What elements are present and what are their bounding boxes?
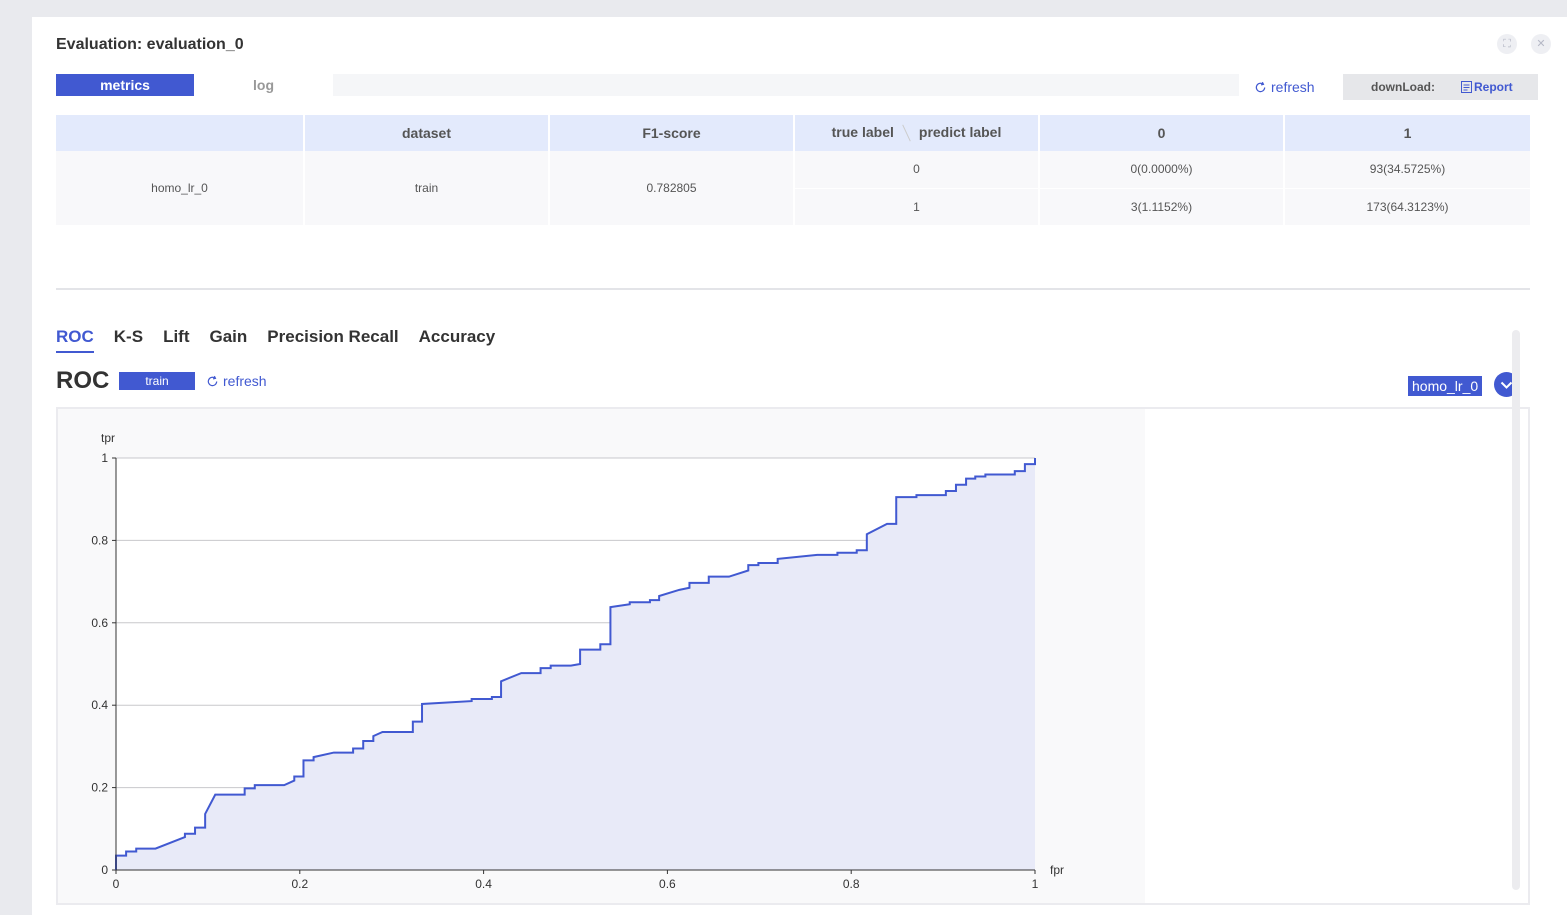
table-row: 1 3(1.1152%) 173(64.3123%): [56, 188, 1530, 226]
roc-chart: 0 0.2 0.4 0.6 0.8 1 0 0.2 0.4 0.6 0.8 1 tpr fpr: [91, 431, 1064, 891]
dataset-badge[interactable]: train: [119, 372, 195, 390]
cell-predict-0: 3(1.1152%): [1039, 188, 1285, 226]
roc-line: [115, 458, 1036, 870]
section-divider: [56, 288, 1530, 290]
document-icon: [1460, 81, 1472, 93]
refresh-icon: [207, 375, 218, 386]
cell-true-label: 1: [794, 188, 1040, 226]
curve-tab-precision-recall[interactable]: Precision Recall: [267, 327, 399, 346]
chart-container: 0 0.2 0.4 0.6 0.8 1 0 0.2 0.4 0.6 0.8 1 tpr fpr: [56, 407, 1530, 905]
y-tick-label: 0.4: [91, 698, 108, 712]
tab-log[interactable]: log: [194, 74, 333, 96]
tab-bar: metrics log: [56, 74, 1239, 96]
slash-divider: [902, 124, 911, 142]
cell-predict-1: 173(64.3123%): [1284, 188, 1530, 226]
cell-dataset: train: [304, 151, 550, 226]
y-tick-label: 0: [101, 863, 108, 877]
x-tick-label: 0.8: [843, 877, 860, 891]
y-tick-label: 0.8: [91, 533, 108, 547]
cell-predict-1: 93(34.5725%): [1284, 151, 1530, 189]
curve-tab-lift[interactable]: Lift: [163, 327, 190, 346]
refresh-label: refresh: [1271, 79, 1315, 95]
header-predict-label: predict label: [918, 123, 1002, 140]
y-axis-label: tpr: [101, 431, 115, 445]
x-tick-label: 0: [113, 877, 120, 891]
x-tick-label: 0.6: [659, 877, 676, 891]
x-tick-label: 1: [1032, 877, 1039, 891]
roc-area: [116, 458, 1035, 870]
chart-section-title: ROC: [56, 367, 110, 394]
cell-true-label: 0: [794, 151, 1040, 189]
curve-tab-roc[interactable]: ROC: [56, 327, 94, 353]
report-label: Report: [1473, 80, 1513, 94]
curve-tab-ks[interactable]: K-S: [113, 327, 144, 346]
chart-refresh-button[interactable]: refresh: [206, 373, 267, 389]
header-dataset: dataset: [304, 115, 550, 151]
header-class-0: 0: [1039, 115, 1285, 151]
tab-metrics[interactable]: metrics: [56, 74, 194, 96]
report-link[interactable]: Report: [1460, 80, 1513, 94]
header-empty: [56, 115, 305, 151]
curve-tab-gain[interactable]: Gain: [209, 327, 248, 346]
curve-tab-accuracy[interactable]: Accuracy: [418, 327, 496, 346]
model-tag[interactable]: homo_lr_0: [1408, 376, 1483, 396]
cell-predict-0: 0(0.0000%): [1039, 151, 1285, 189]
header-true-label: true label: [831, 123, 894, 140]
chevron-down-icon: [1500, 381, 1513, 389]
dialog-title: Evaluation: evaluation_0: [56, 36, 244, 53]
table-row: homo_lr_0 train 0.782805 0 0(0.0000%) 93…: [56, 151, 1530, 226]
x-tick-label: 0.4: [475, 877, 492, 891]
curve-tabs: ROC K-S Lift Gain Precision Recall Accur…: [56, 327, 515, 353]
y-tick-label: 1: [101, 451, 108, 465]
header-true-predict: true label predict label: [794, 115, 1040, 151]
header-class-1: 1: [1284, 115, 1530, 151]
metrics-table: dataset F1-score true label predict label…: [56, 115, 1530, 226]
x-axis-label: fpr: [1050, 863, 1064, 877]
x-tick-label: 0.2: [291, 877, 308, 891]
chart-refresh-label: refresh: [223, 373, 267, 389]
refresh-button[interactable]: refresh: [1254, 79, 1315, 95]
cell-model: homo_lr_0: [56, 151, 305, 226]
refresh-icon: [1255, 81, 1266, 92]
download-label: downLoad:: [1371, 80, 1435, 94]
y-tick-label: 0.2: [91, 781, 108, 795]
cell-f1: 0.782805: [549, 151, 795, 226]
evaluation-dialog: Evaluation: evaluation_0 ⛶ ✕ metrics log…: [32, 17, 1567, 915]
scrollbar-track[interactable]: [1512, 330, 1520, 890]
close-icon[interactable]: ✕: [1531, 34, 1551, 54]
header-f1: F1-score: [549, 115, 795, 151]
y-tick-label: 0.6: [91, 616, 108, 630]
fullscreen-icon[interactable]: ⛶: [1497, 34, 1517, 54]
download-bar: downLoad: Report: [1343, 74, 1538, 100]
